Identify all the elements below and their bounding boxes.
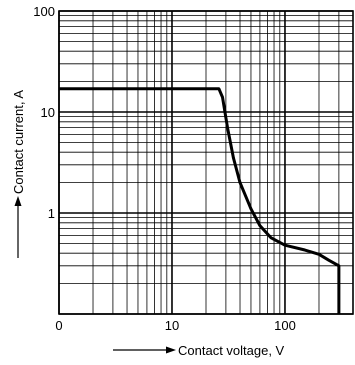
y-tick-label: 100 <box>33 4 55 19</box>
x-axis-title-group: Contact voltage, V <box>113 343 285 358</box>
series-line <box>59 87 341 314</box>
y-axis-title-group: Contact current, A <box>11 90 26 258</box>
y-tick-label: 1 <box>48 206 55 221</box>
y-axis-title: Contact current, A <box>11 90 26 194</box>
x-tick-label: 0 <box>55 318 62 333</box>
plot-frame <box>58 10 354 315</box>
y-tick-labels: 100 10 1 <box>33 4 55 221</box>
y-tick-label: 10 <box>41 105 55 120</box>
x-axis-arrow-head <box>166 346 176 354</box>
minor-gridlines <box>59 11 354 314</box>
x-axis-title: Contact voltage, V <box>178 343 285 358</box>
x-tick-labels: 0 10 100 <box>55 318 295 333</box>
x-tick-label: 100 <box>274 318 296 333</box>
x-tick-label: 10 <box>165 318 179 333</box>
y-axis-arrow-head <box>14 196 22 206</box>
